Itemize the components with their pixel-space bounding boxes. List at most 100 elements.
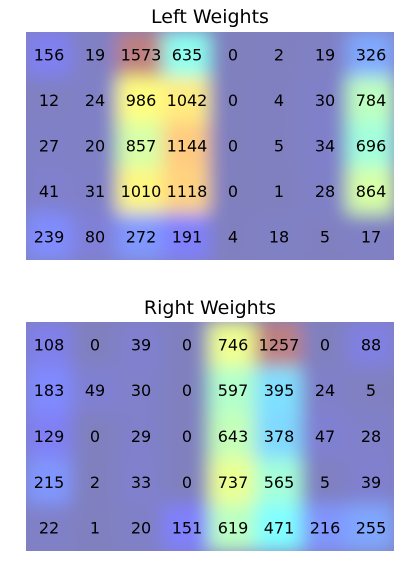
left-cell-r1-c6 xyxy=(301,76,349,125)
left-label-r3-c4: 0 xyxy=(228,182,238,201)
right-cell-r0-c2 xyxy=(117,322,165,369)
right-label-r3-c4: 737 xyxy=(218,473,249,492)
right-chart-title: Right Weights xyxy=(143,297,277,319)
left-cell-r1-c7 xyxy=(347,76,394,125)
left-cell-r2-c3 xyxy=(163,122,211,170)
left-label-r0-c2: 1573 xyxy=(121,45,162,64)
left-cell-r1-c1 xyxy=(71,76,119,125)
left-cell-r0-c7 xyxy=(347,32,394,79)
left-cell-r3-c1 xyxy=(71,167,119,216)
right-label-r0-c1: 0 xyxy=(90,335,100,354)
left-cell-r2-c7 xyxy=(347,122,394,170)
right-cell-r4-c7 xyxy=(347,504,394,551)
right-label-r3-c0: 215 xyxy=(34,473,65,492)
left-label-r4-c6: 5 xyxy=(320,228,330,247)
right-label-r0-c0: 108 xyxy=(34,335,65,354)
left-cell-r3-c5 xyxy=(255,167,303,216)
left-cell-r4-c6 xyxy=(301,213,349,260)
left-cell-r0-c2 xyxy=(117,32,165,79)
right-label-r0-c5: 1257 xyxy=(259,335,300,354)
right-cell-r3-c3 xyxy=(163,458,211,507)
left-label-r4-c1: 80 xyxy=(85,228,105,247)
left-cell-r0-c6 xyxy=(301,32,349,79)
left-cell-r3-c4 xyxy=(209,167,257,216)
left-cell-r4-c7 xyxy=(347,213,394,260)
left-cell-r3-c7 xyxy=(347,167,394,216)
right-cell-r2-c6 xyxy=(301,412,349,461)
left-label-r4-c7: 17 xyxy=(361,228,381,247)
right-label-r0-c4: 746 xyxy=(218,335,249,354)
right-cell-r2-c3 xyxy=(163,412,211,461)
left-label-r0-c4: 0 xyxy=(228,45,238,64)
right-cell-r2-c1 xyxy=(71,412,119,461)
right-label-r2-c3: 0 xyxy=(182,427,192,446)
left-label-r1-c3: 1042 xyxy=(167,91,208,110)
left-cell-r1-c3 xyxy=(163,76,211,125)
right-cell-r4-c4 xyxy=(209,504,257,551)
left-cell-r4-c0 xyxy=(26,213,73,260)
right-cell-r3-c6 xyxy=(301,458,349,507)
right-label-r4-c0: 22 xyxy=(39,519,59,538)
left-label-r2-c7: 696 xyxy=(356,137,387,156)
left-cell-r2-c2 xyxy=(117,122,165,170)
right-cell-r0-c4 xyxy=(209,322,257,369)
left-cell-r4-c5 xyxy=(255,213,303,260)
right-cell-r3-c4 xyxy=(209,458,257,507)
right-label-r0-c7: 88 xyxy=(361,335,381,354)
right-cell-r1-c2 xyxy=(117,366,165,415)
right-label-r1-c5: 395 xyxy=(264,381,295,400)
right-cell-r2-c7 xyxy=(347,412,394,461)
left-label-r4-c2: 272 xyxy=(126,228,157,247)
right-cell-r4-c0 xyxy=(26,504,73,551)
right-cell-r4-c1 xyxy=(71,504,119,551)
right-cell-r3-c7 xyxy=(347,458,394,507)
left-label-r0-c6: 19 xyxy=(315,45,335,64)
left-cell-r1-c4 xyxy=(209,76,257,125)
right-cell-r0-c3 xyxy=(163,322,211,369)
right-cell-r3-c0 xyxy=(26,458,73,507)
left-label-r0-c5: 2 xyxy=(274,45,284,64)
right-label-r4-c5: 471 xyxy=(264,519,295,538)
left-cell-r1-c5 xyxy=(255,76,303,125)
left-label-r0-c1: 19 xyxy=(85,45,105,64)
left-chart-title: Left Weights xyxy=(151,6,269,28)
left-cell-r0-c0 xyxy=(26,32,73,79)
right-label-r3-c2: 33 xyxy=(131,473,151,492)
left-label-r1-c1: 24 xyxy=(85,91,105,110)
left-label-r2-c3: 1144 xyxy=(167,137,208,156)
right-cell-r4-c3 xyxy=(163,504,211,551)
right-label-r1-c4: 597 xyxy=(218,381,249,400)
right-label-r0-c6: 0 xyxy=(320,335,330,354)
right-label-r3-c5: 565 xyxy=(264,473,295,492)
right-label-r3-c1: 2 xyxy=(90,473,100,492)
left-cell-r3-c2 xyxy=(117,167,165,216)
right-cell-r2-c4 xyxy=(209,412,257,461)
left-label-r3-c7: 864 xyxy=(356,182,387,201)
left-cell-r0-c1 xyxy=(71,32,119,79)
left-label-r0-c0: 156 xyxy=(34,45,65,64)
right-label-r4-c2: 20 xyxy=(131,519,151,538)
right-label-r1-c7: 5 xyxy=(366,381,376,400)
right-cell-r0-c1 xyxy=(71,322,119,369)
left-label-r3-c5: 1 xyxy=(274,182,284,201)
left-label-r4-c5: 18 xyxy=(269,228,289,247)
right-label-r2-c6: 47 xyxy=(315,427,335,446)
left-cell-r2-c4 xyxy=(209,122,257,170)
right-label-r2-c1: 0 xyxy=(90,427,100,446)
left-label-r3-c0: 41 xyxy=(39,182,59,201)
right-cell-r1-c5 xyxy=(255,366,303,415)
left-label-r4-c0: 239 xyxy=(34,228,65,247)
left-cell-r4-c4 xyxy=(209,213,257,260)
right-label-r4-c4: 619 xyxy=(218,519,249,538)
left-label-r2-c2: 857 xyxy=(126,137,157,156)
left-label-r3-c3: 1118 xyxy=(167,182,208,201)
right-label-r2-c4: 643 xyxy=(218,427,249,446)
right-label-r2-c7: 28 xyxy=(361,427,381,446)
right-cell-r1-c1 xyxy=(71,366,119,415)
right-cell-r1-c3 xyxy=(163,366,211,415)
left-label-r1-c6: 30 xyxy=(315,91,335,110)
right-cell-r4-c6 xyxy=(301,504,349,551)
left-cell-r4-c1 xyxy=(71,213,119,260)
